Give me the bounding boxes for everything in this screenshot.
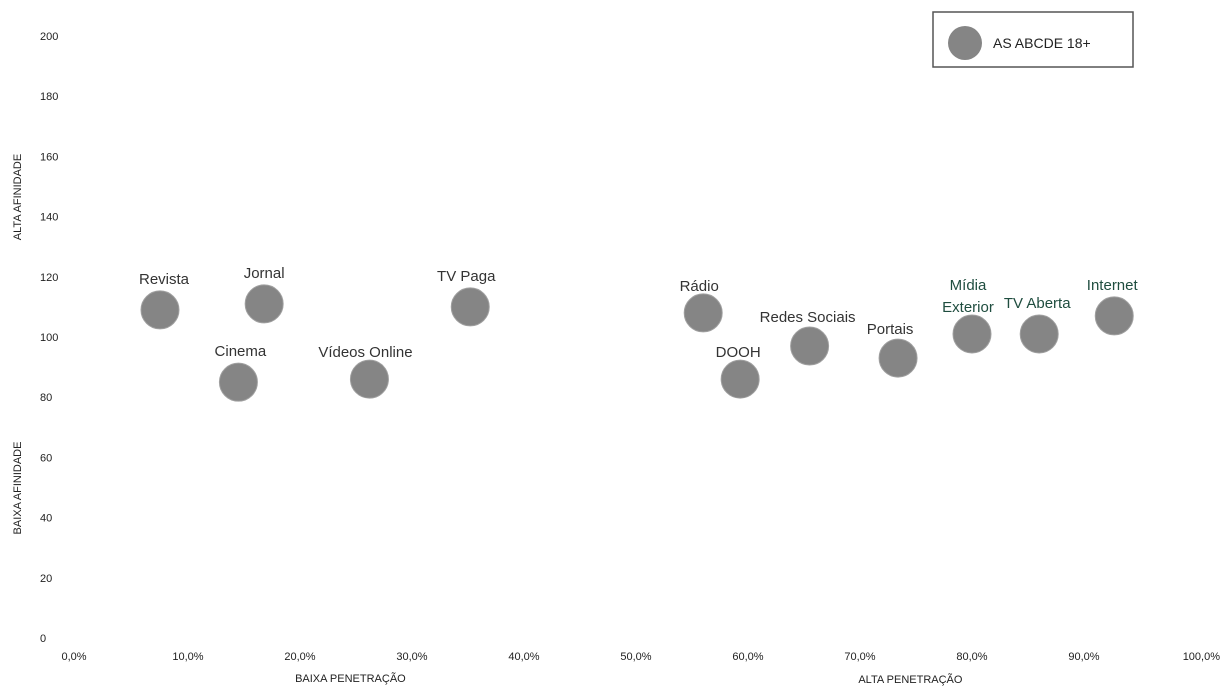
point-label: Mídia bbox=[950, 277, 987, 294]
x-note-low: BAIXA PENETRAÇÃO bbox=[295, 672, 406, 685]
x-tick-label: 80,0% bbox=[956, 651, 987, 663]
data-point bbox=[790, 326, 830, 366]
legend: AS ABCDE 18+ bbox=[932, 11, 1134, 68]
y-tick-label: 100 bbox=[40, 332, 58, 344]
point-label: TV Paga bbox=[437, 268, 496, 285]
point-label: DOOH bbox=[716, 344, 761, 361]
y-tick-label: 20 bbox=[40, 573, 52, 585]
data-point bbox=[218, 362, 258, 402]
axis-notes: BAIXA PENETRAÇÃO ALTA PENETRAÇÃO ALTA AF… bbox=[12, 154, 963, 686]
y-axis-ticks: 0 20 40 60 80 100 120 140 160 180 200 bbox=[40, 31, 58, 645]
x-note-high: ALTA PENETRAÇÃO bbox=[858, 673, 963, 686]
x-tick-label: 50,0% bbox=[620, 651, 651, 663]
data-point bbox=[720, 359, 760, 399]
point-label: Rádio bbox=[680, 278, 719, 295]
x-tick-label: 100,0% bbox=[1183, 651, 1221, 663]
data-point bbox=[1019, 314, 1059, 354]
point-label: Redes Sociais bbox=[760, 309, 856, 326]
data-point bbox=[952, 314, 992, 354]
y-note-high: ALTA AFINIDADE bbox=[12, 154, 24, 240]
data-point bbox=[1094, 296, 1134, 336]
y-tick-label: 60 bbox=[40, 452, 52, 464]
y-tick-label: 0 bbox=[40, 633, 46, 645]
y-tick-label: 200 bbox=[40, 31, 58, 43]
y-note-low: BAIXA AFINIDADE bbox=[12, 442, 24, 535]
x-tick-label: 90,0% bbox=[1068, 651, 1099, 663]
x-tick-label: 30,0% bbox=[396, 651, 427, 663]
y-tick-label: 80 bbox=[40, 392, 52, 404]
data-point bbox=[140, 290, 180, 330]
y-tick-label: 140 bbox=[40, 212, 58, 224]
point-label: TV Aberta bbox=[1004, 295, 1071, 312]
legend-marker bbox=[948, 26, 982, 60]
x-tick-label: 60,0% bbox=[732, 651, 763, 663]
data-point bbox=[244, 284, 284, 324]
point-label: Cinema bbox=[215, 343, 267, 360]
data-points: Revista Cinema Jornal Vídeos Online TV Paga R… bbox=[139, 265, 1139, 402]
point-label: Revista bbox=[139, 271, 190, 288]
y-tick-label: 40 bbox=[40, 513, 52, 525]
x-tick-label: 70,0% bbox=[844, 651, 875, 663]
point-label: Vídeos Online bbox=[318, 344, 412, 361]
y-tick-label: 160 bbox=[40, 151, 58, 163]
x-tick-label: 20,0% bbox=[284, 651, 315, 663]
point-label: Exterior bbox=[942, 299, 994, 316]
data-point bbox=[878, 338, 918, 378]
x-tick-label: 10,0% bbox=[172, 651, 203, 663]
data-point bbox=[683, 293, 723, 333]
y-tick-label: 120 bbox=[40, 272, 58, 284]
legend-label: AS ABCDE 18+ bbox=[993, 35, 1091, 51]
x-tick-label: 0,0% bbox=[61, 651, 86, 663]
point-label: Portais bbox=[867, 321, 914, 338]
x-axis-ticks: 0,0% 10,0% 20,0% 30,0% 40,0% 50,0% 60,0% 70,0% 8… bbox=[61, 651, 1220, 663]
data-point bbox=[450, 287, 490, 327]
x-tick-label: 40,0% bbox=[508, 651, 539, 663]
y-tick-label: 180 bbox=[40, 91, 58, 103]
point-label: Jornal bbox=[244, 265, 285, 282]
point-label: Internet bbox=[1087, 277, 1139, 294]
data-point bbox=[349, 359, 389, 399]
